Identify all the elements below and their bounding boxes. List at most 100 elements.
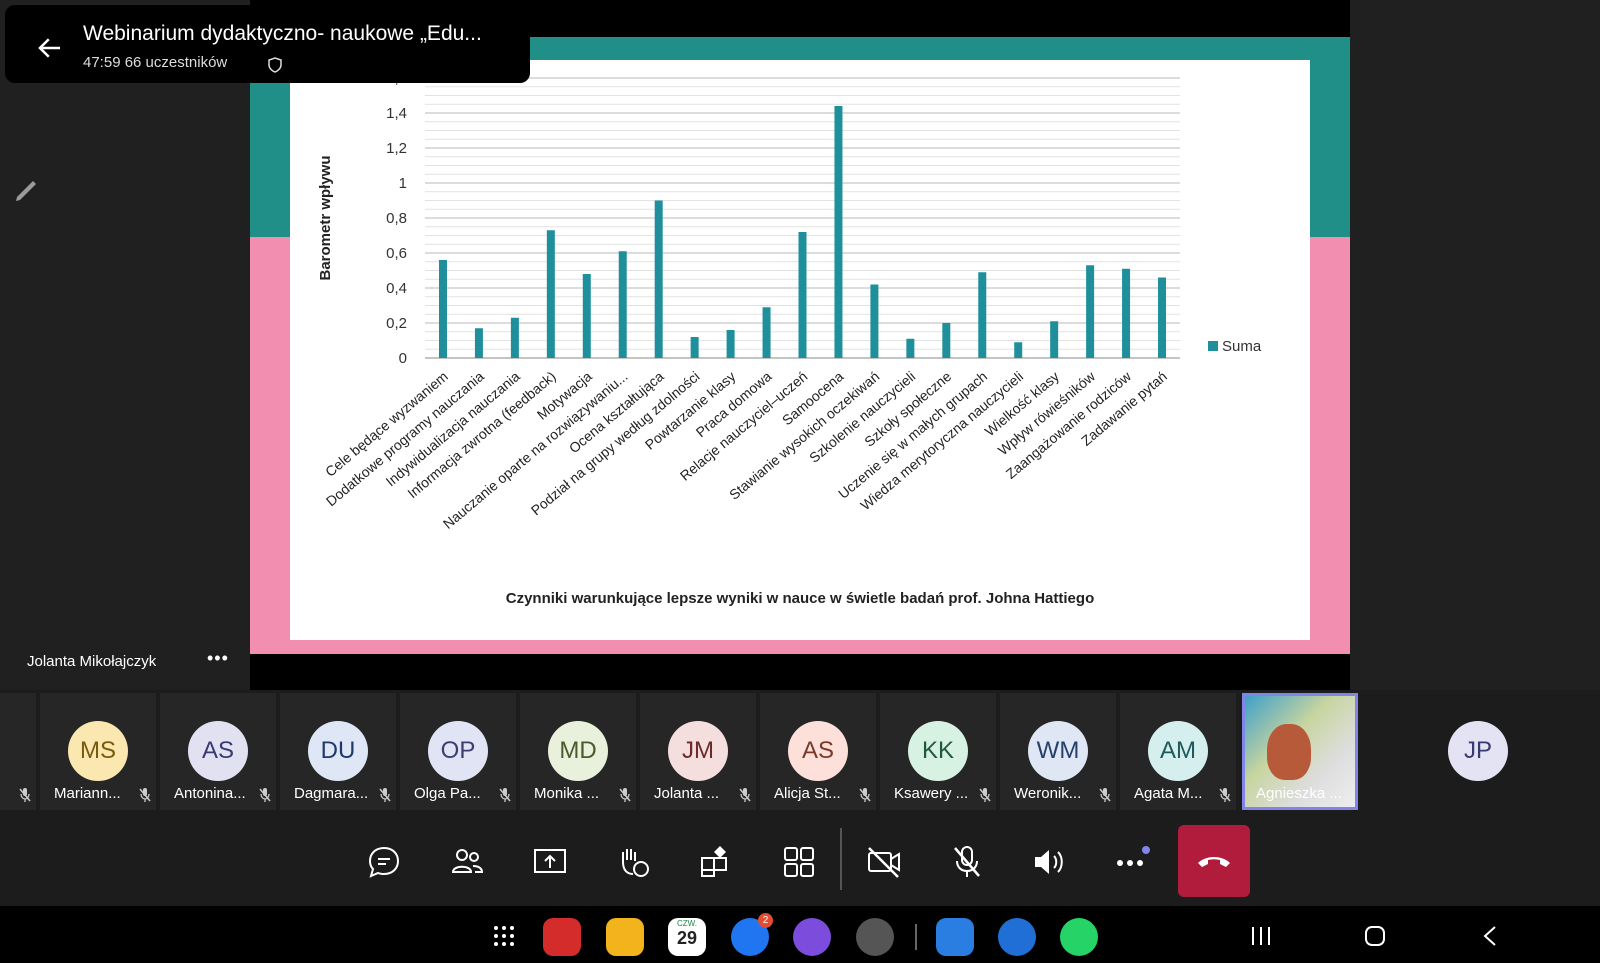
participant-tile[interactable]: DU Dagmara... [280, 693, 396, 810]
participant-name: Agata M... [1134, 785, 1203, 802]
whatsapp-app-icon[interactable] [1060, 918, 1098, 956]
bar [474, 328, 483, 358]
y-axis-label: Barometr wpływu [317, 155, 334, 280]
muted-mic-icon [1099, 788, 1111, 802]
messenger-app-icon[interactable]: 2 [731, 913, 773, 956]
muted-mic-icon [859, 788, 871, 802]
bar [726, 330, 735, 358]
participant-avatar: OP [428, 721, 488, 781]
calendar-day: 29 [676, 928, 698, 948]
participant-tile[interactable]: OP Olga Pa... [400, 693, 516, 810]
participant-tile[interactable]: MS Mariann... [40, 693, 156, 810]
participant-strip: ... MS Mariann... AS Antonina... DU Dagmara...… [0, 693, 1600, 810]
bar-chart: 00,20,40,60,811,21,41,6Barometr wpływuCe… [317, 70, 1262, 607]
y-tick-label: 0,2 [386, 315, 407, 332]
more-icon[interactable] [1110, 840, 1154, 884]
people-icon[interactable] [445, 840, 489, 884]
messenger-badge: 2 [758, 913, 773, 928]
muted-mic-icon [19, 788, 31, 802]
share-screen-icon[interactable] [528, 840, 572, 884]
raise-hand-icon[interactable] [611, 840, 655, 884]
meeting-subtitle: 47:59 66 uczestników [83, 54, 228, 71]
mic-off-icon[interactable] [945, 840, 989, 884]
participant-tile[interactable]: KK Ksawery ... [880, 693, 996, 810]
back-arrow-icon[interactable] [35, 33, 65, 63]
meeting-stage: Webinarium dydaktyczno- naukowe „Edu... … [5, 0, 1350, 690]
camera-app-icon[interactable] [856, 918, 894, 956]
back-icon[interactable] [1482, 925, 1498, 947]
bar [942, 323, 951, 358]
participant-tile[interactable]: JP [1420, 693, 1536, 810]
y-tick-label: 0,8 [386, 210, 407, 227]
layout-icon[interactable] [777, 840, 821, 884]
participant-name: Agnieszka ... [1256, 785, 1342, 802]
navigation-app-icon[interactable] [998, 918, 1036, 956]
participant-tile[interactable]: Agnieszka ... [1242, 693, 1358, 810]
y-tick-label: 0,4 [386, 280, 407, 297]
y-tick-label: 1,2 [386, 140, 407, 157]
controls-divider [840, 828, 842, 890]
apps-icon[interactable] [694, 840, 738, 884]
participant-name: Mariann... [54, 785, 121, 802]
participant-avatar: AM [1148, 721, 1208, 781]
bar [834, 106, 843, 358]
calendar-app-icon[interactable]: CZW. 29 [668, 918, 706, 956]
speaker-more-button[interactable]: ••• [207, 648, 229, 668]
meeting-title: Webinarium dydaktyczno- naukowe „Edu... [83, 22, 482, 45]
bar [582, 274, 591, 358]
mail-app-icon[interactable] [936, 918, 974, 956]
bar [1050, 321, 1059, 358]
bar [1014, 342, 1023, 358]
bar [762, 307, 771, 358]
participant-avatar: JP [1448, 721, 1508, 781]
bar [510, 317, 519, 358]
notes-app-icon[interactable] [543, 918, 581, 956]
browser-app-icon[interactable] [793, 918, 831, 956]
system-taskbar: CZW. 29 2 [0, 906, 1600, 963]
participant-tile[interactable]: MD Monika ... [520, 693, 636, 810]
participant-name: Olga Pa... [414, 785, 481, 802]
legend-swatch [1208, 341, 1218, 351]
participant-tile[interactable]: WM Weronik... [1000, 693, 1116, 810]
participant-tile[interactable]: JM Jolanta ... [640, 693, 756, 810]
participant-name: Jolanta ... [654, 785, 720, 802]
y-tick-label: 1,4 [386, 105, 407, 122]
taskbar-divider [915, 924, 917, 950]
slide-paper: 00,20,40,60,811,21,41,6Barometr wpływuCe… [290, 60, 1310, 640]
muted-mic-icon [379, 788, 391, 802]
home-icon[interactable] [1364, 925, 1386, 947]
participant-name: Weronik... [1014, 785, 1082, 802]
files-app-icon[interactable] [606, 918, 644, 956]
speaker-icon[interactable] [1027, 840, 1071, 884]
slide: 00,20,40,60,811,21,41,6Barometr wpływuCe… [250, 37, 1350, 654]
app-drawer-icon[interactable] [492, 924, 516, 948]
muted-mic-icon [619, 788, 631, 802]
end-call-icon [1198, 857, 1230, 867]
y-tick-label: 1 [399, 175, 407, 192]
participant-tile[interactable]: ... [0, 693, 36, 810]
participant-avatar: MD [548, 721, 608, 781]
bar [1158, 277, 1167, 358]
participant-video [1245, 696, 1355, 807]
call-controls [0, 818, 1600, 906]
muted-mic-icon [259, 788, 271, 802]
participant-avatar: MS [68, 721, 128, 781]
pencil-icon[interactable] [12, 175, 42, 205]
participant-avatar: JM [668, 721, 728, 781]
participant-avatar: WM [1028, 721, 1088, 781]
y-tick-label: 0,6 [386, 245, 407, 262]
bar [690, 337, 699, 358]
participant-name: Alicja St... [774, 785, 841, 802]
camera-off-icon[interactable] [862, 840, 906, 884]
recent-apps-icon[interactable] [1250, 926, 1272, 946]
bar [1086, 265, 1095, 358]
end-call-button[interactable] [1178, 825, 1250, 897]
participant-face [1267, 724, 1311, 780]
participant-tile[interactable]: AS Alicja St... [760, 693, 876, 810]
participant-name: Ksawery ... [894, 785, 969, 802]
participant-tile[interactable]: AS Antonina... [160, 693, 276, 810]
muted-mic-icon [979, 788, 991, 802]
chat-icon[interactable] [362, 840, 406, 884]
participant-tile[interactable]: AM Agata M... [1120, 693, 1236, 810]
bar [654, 200, 663, 358]
